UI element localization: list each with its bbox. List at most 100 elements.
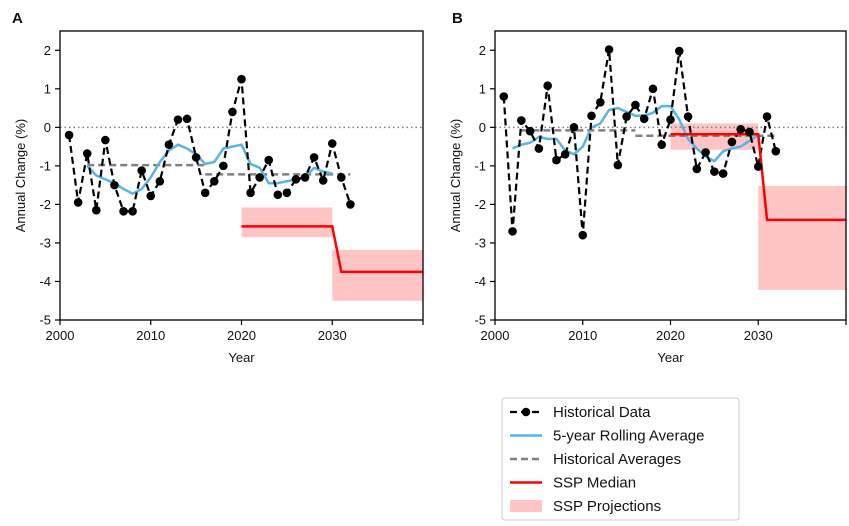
historical-data-point (128, 207, 137, 216)
historical-data-point (137, 166, 146, 175)
x-tick-label: 2010 (136, 328, 165, 343)
historical-data-point (146, 191, 156, 201)
historical-data-point (92, 205, 101, 215)
historical-data-point (745, 127, 754, 137)
historical-data-point (282, 188, 292, 198)
rolling-average-line (86, 143, 333, 195)
legend-label: SSP Median (553, 475, 636, 492)
historical-data-point (101, 135, 110, 145)
historical-data-point (300, 173, 310, 182)
historical-data-point (762, 112, 772, 121)
y-tick-label: -4 (39, 274, 51, 289)
historical-data-point (683, 112, 693, 121)
historical-data-point (110, 180, 119, 190)
historical-data-point (604, 45, 614, 54)
historical-data-point (291, 175, 301, 184)
historical-data-point (727, 137, 737, 147)
historical-data-point (255, 173, 264, 182)
y-tick-label: 0 (479, 120, 486, 135)
historical-data-point (237, 74, 246, 84)
y-tick-label: 2 (479, 43, 486, 58)
historical-data-point (666, 115, 675, 124)
historical-data-point (318, 176, 328, 185)
historical-data-point (736, 124, 745, 134)
historical-data-point (692, 164, 702, 174)
panel-label: B (452, 10, 463, 27)
legend-item: 5-year Rolling Average (510, 428, 704, 445)
historical-data-point (525, 126, 535, 136)
legend-frame (501, 397, 740, 521)
historical-data-point (718, 169, 728, 178)
panel-b: B 2000 2010 2020 2030 -5 -4 -3 -2 -1 0 1 2 Year Annual… (448, 10, 847, 365)
legend-item: SSP Median (510, 475, 636, 492)
y-tick-label: -3 (474, 235, 486, 250)
historical-data-point (578, 230, 588, 240)
historical-data-point (771, 146, 781, 156)
legend-item: SSP Projections (510, 498, 661, 515)
plot-area (495, 45, 846, 290)
historical-data-point (346, 200, 355, 209)
historical-data-point (657, 140, 667, 149)
historical-data-point (327, 139, 337, 148)
historical-data-point (552, 155, 561, 165)
historical-data-point (155, 176, 165, 186)
y-tick-label: 0 (44, 120, 51, 135)
historical-data-point (587, 111, 596, 121)
historical-data-point (273, 190, 283, 200)
legend-item: Historical Averages (510, 451, 681, 468)
historical-data-point (701, 148, 710, 157)
historical-data-line (67, 78, 352, 213)
legend-marker (521, 407, 531, 417)
historical-data-point (173, 115, 183, 124)
historical-data-point (309, 153, 319, 162)
historical-data-point (246, 188, 255, 198)
historical-data-point (499, 92, 509, 101)
panel-label: A (12, 10, 23, 27)
ssp-projection-band (758, 185, 846, 290)
historical-data-point (191, 153, 201, 162)
y-tick-label: -2 (474, 197, 486, 212)
historical-data-point (674, 46, 684, 56)
y-tick-label: -3 (39, 235, 51, 250)
legend: Historical Data 5-year Rolling Average His… (501, 397, 740, 521)
x-axis-label: Year (657, 350, 684, 365)
y-axis-label: Annual Change (%) (13, 119, 28, 232)
historical-data-point (710, 167, 719, 176)
historical-data-point (622, 112, 631, 121)
y-tick-label: -2 (39, 197, 51, 212)
plot-area (60, 74, 423, 301)
historical-data-point (337, 173, 346, 182)
ssp-median-line (670, 133, 846, 222)
y-tick-label: -1 (474, 158, 486, 173)
legend-swatch-projections (510, 500, 542, 512)
x-tick-label: 2010 (568, 328, 597, 343)
ssp-median-line (241, 225, 423, 274)
historical-data-point (753, 162, 763, 171)
legend-label: Historical Data (553, 404, 651, 421)
y-tick-label: -4 (474, 274, 486, 289)
x-tick-label: 2020 (656, 328, 685, 343)
historical-data-point (613, 160, 623, 170)
x-tick-label: 2030 (744, 328, 773, 343)
historical-data-point (543, 81, 552, 91)
y-tick-label: 1 (479, 81, 486, 96)
legend-item: Historical Data (510, 404, 651, 421)
historical-data-point (164, 140, 174, 149)
y-tick-label: -1 (39, 158, 51, 173)
historical-data-point (82, 149, 92, 158)
x-tick-label: 2030 (318, 328, 347, 343)
y-axis-label: Annual Change (%) (448, 119, 463, 232)
legend-label: 5-year Rolling Average (553, 428, 704, 445)
legend-label: Historical Averages (553, 451, 681, 468)
historical-data-point (209, 176, 219, 186)
x-tick-label: 2000 (481, 328, 510, 343)
historical-data-point (182, 114, 192, 124)
historical-data-point (596, 97, 605, 107)
x-axis-label: Year (228, 350, 255, 365)
x-tick-label: 2020 (227, 328, 256, 343)
historical-data-line (502, 49, 777, 236)
historical-data-point (631, 100, 640, 110)
x-tick-label: 2000 (46, 328, 75, 343)
